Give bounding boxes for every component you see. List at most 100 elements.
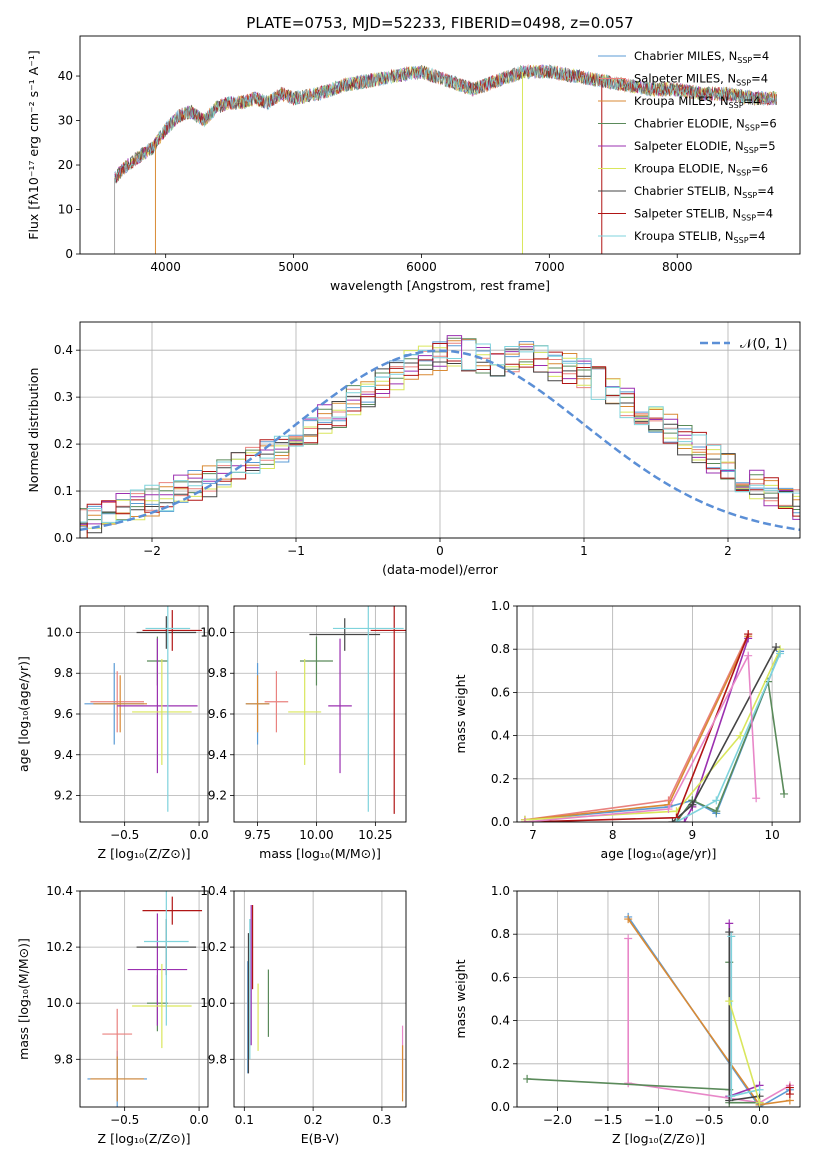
weight-marker bbox=[736, 731, 745, 740]
legend-gaussian-label: 𝒩(0, 1) bbox=[740, 337, 787, 352]
plot-area bbox=[520, 630, 789, 822]
errorbar-4 bbox=[127, 913, 188, 1026]
axes-border bbox=[79, 890, 209, 1108]
axes-frame: 0.1 0.2 0.3 9.8 10.0 10.2 10.4 E(B-V) bbox=[200, 884, 407, 1146]
weight-marker bbox=[755, 1085, 764, 1094]
legend-entry-6: Chabrier STELIB, NSSP=4 bbox=[634, 184, 774, 200]
axes-border bbox=[79, 35, 801, 255]
y-tick-label: 0.6 bbox=[491, 970, 510, 984]
weight-line-5 bbox=[524, 648, 781, 821]
weight-line-4 bbox=[683, 638, 749, 822]
y-tick-label: 10.0 bbox=[46, 625, 73, 639]
y-axis-label: mass weight bbox=[453, 959, 468, 1038]
legend-subscript: SSP bbox=[729, 101, 744, 110]
errorbar-7 bbox=[142, 896, 203, 925]
legend-subscript: SSP bbox=[734, 236, 749, 245]
legend-text: Chabrier MILES, N bbox=[634, 49, 737, 63]
plot-area bbox=[523, 912, 794, 1107]
weight-line-9 bbox=[524, 652, 757, 822]
y-tick-label: 9.8 bbox=[54, 666, 73, 680]
x-tick-label: −2 bbox=[143, 544, 161, 558]
y-tick-label: 9.8 bbox=[54, 1052, 73, 1066]
y-tick-label: 0.4 bbox=[491, 729, 510, 743]
errorbar-2 bbox=[90, 1056, 144, 1102]
histogram-step-0 bbox=[80, 339, 800, 528]
x-tick-label: 7 bbox=[529, 828, 537, 842]
y-tick-label: 0.8 bbox=[491, 927, 510, 941]
errorbar-6 bbox=[309, 618, 381, 651]
legend-subscript: SSP bbox=[736, 79, 751, 88]
axes-frame: −0.5 0.0 9.2 9.4 9.6 9.8 10.0 Z [log₁₀(Z/Z⊙)] ag… bbox=[16, 605, 209, 861]
y-tick-label: 0.3 bbox=[54, 390, 73, 404]
axes-frame: 4000 5000 6000 7000 8000 0 10 20 30 40 wavelength … bbox=[26, 35, 801, 293]
legend-text: Salpeter ELODIE, N bbox=[634, 139, 744, 153]
y-tick-label: 0.6 bbox=[491, 685, 510, 699]
histogram-step-8 bbox=[80, 343, 800, 523]
gaussian-curve bbox=[80, 349, 800, 532]
y-axis-label: mass weight bbox=[453, 674, 468, 753]
histogram-step-1 bbox=[80, 339, 800, 512]
legend-text: Chabrier STELIB, N bbox=[634, 184, 742, 198]
errorbar-2 bbox=[245, 675, 270, 733]
x-axis-label: wavelength [Angstrom, rest frame] bbox=[330, 278, 550, 293]
errorbar-8 bbox=[332, 606, 404, 812]
y-tick-label: 0.2 bbox=[54, 437, 73, 451]
legend-subscript: SSP bbox=[741, 214, 756, 223]
legend-entry-2: Kroupa MILES, NSSP=4 bbox=[634, 94, 760, 110]
legend-tail: =4 bbox=[757, 184, 774, 198]
plot-area bbox=[84, 606, 203, 812]
x-tick-label: −0.5 bbox=[694, 1113, 723, 1127]
x-tick-label: −0.5 bbox=[110, 1113, 139, 1127]
legend-subscript: SSP bbox=[745, 124, 760, 133]
weight-marker bbox=[772, 643, 781, 652]
plot-area bbox=[245, 606, 406, 814]
panel-mass-vs-ebv: 0.1 0.2 0.3 9.8 10.0 10.2 10.4 E(B-V) bbox=[200, 884, 407, 1146]
legend-text: Chabrier ELODIE, N bbox=[634, 117, 745, 131]
axes-border bbox=[79, 605, 209, 823]
y-tick-label: 0.0 bbox=[491, 815, 510, 829]
legend-subscript: SSP bbox=[742, 191, 757, 200]
errorbar-6 bbox=[136, 616, 197, 649]
y-tick-label: 30 bbox=[58, 114, 73, 128]
plot-area bbox=[87, 891, 203, 1107]
weight-marker bbox=[744, 630, 753, 639]
y-tick-label: 10 bbox=[58, 203, 73, 217]
errorbar-8 bbox=[144, 891, 189, 1026]
y-tick-label: 20 bbox=[58, 158, 73, 172]
legend-entry-8: Kroupa STELIB, NSSP=4 bbox=[634, 229, 765, 245]
y-axis-label: mass [log₁₀(M/M⊙)] bbox=[16, 938, 31, 1060]
y-axis-label: Flux [fλ10⁻¹⁷ erg cm⁻² s⁻¹ A⁻¹] bbox=[26, 50, 41, 239]
x-tick-label: 9.75 bbox=[244, 828, 271, 842]
legend-text: Kroupa MILES, N bbox=[634, 94, 729, 108]
axes-border bbox=[516, 605, 801, 823]
y-tick-label: 10.4 bbox=[200, 884, 227, 898]
y-tick-label: 0.4 bbox=[491, 1014, 510, 1028]
x-tick-label: 0.0 bbox=[750, 1113, 769, 1127]
y-tick-label: 40 bbox=[58, 69, 73, 83]
histogram-step-6 bbox=[80, 348, 800, 534]
x-tick-label: 9 bbox=[689, 828, 697, 842]
x-axis-label: Z [log₁₀(Z/Z⊙)] bbox=[612, 1131, 705, 1146]
legend-text: Salpeter STELIB, N bbox=[634, 207, 741, 221]
legend-entry-1: Salpeter MILES, NSSP=4 bbox=[634, 72, 768, 88]
y-tick-label: 10.2 bbox=[46, 940, 73, 954]
errorbar-5 bbox=[288, 658, 322, 765]
x-tick-label: 10 bbox=[764, 828, 779, 842]
y-tick-label: 1.0 bbox=[491, 884, 510, 898]
x-tick-label: 8000 bbox=[662, 260, 693, 274]
axes-frame: 7 8 9 10 0.0 0.2 0.4 0.6 0.8 1.0 age [log₁₀(age/yr… bbox=[453, 599, 801, 861]
y-tick-label: 10.2 bbox=[200, 940, 227, 954]
y-tick-label: 9.4 bbox=[54, 748, 73, 762]
panel-mass-weight-vs-Z: −2.0 −1.5 −1.0 −0.5 0.0 0.0 0.2 0.4 0.6 0.8 1.0 Z [… bbox=[453, 884, 801, 1146]
x-tick-label: 2 bbox=[724, 544, 732, 558]
y-tick-label: 10.4 bbox=[46, 884, 73, 898]
y-tick-label: 0.2 bbox=[491, 1057, 510, 1071]
legend-tail: =4 bbox=[756, 207, 773, 221]
legend-subscript: SSP bbox=[737, 56, 752, 65]
weight-marker bbox=[725, 928, 734, 937]
errorbar-7 bbox=[142, 610, 203, 651]
legend-text: Salpeter MILES, N bbox=[634, 72, 736, 86]
errorbar-7 bbox=[370, 606, 406, 814]
